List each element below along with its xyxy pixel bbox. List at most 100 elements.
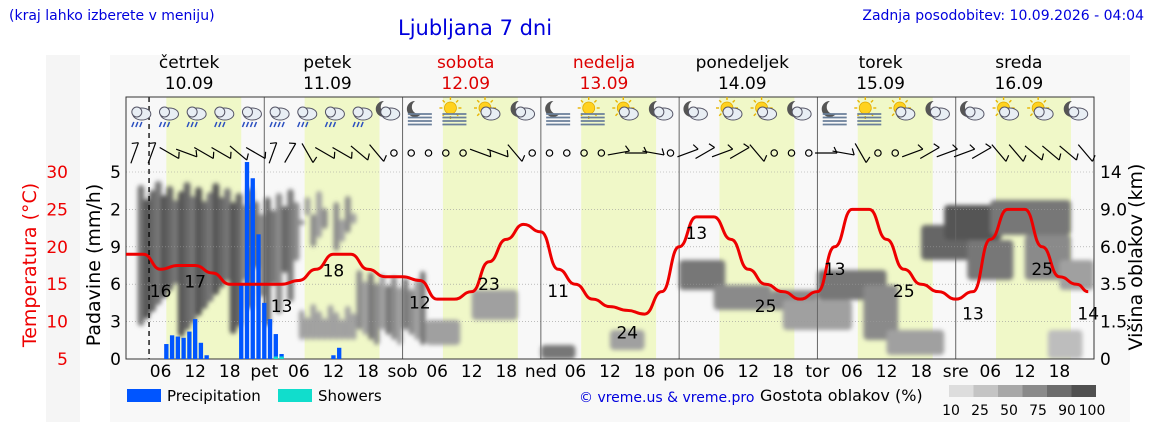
rain-cloud-icon <box>297 106 318 128</box>
wind-barb <box>832 148 855 156</box>
day-date: 14.09 <box>718 74 767 94</box>
rain-cloud-icon <box>158 106 179 128</box>
wind-barb <box>991 144 1010 162</box>
last-updated: Zadnja posodobitev: 10.09.2026 - 04:04 <box>862 8 1144 24</box>
hour-tick-label: 18 <box>495 362 517 382</box>
wind-barb <box>695 143 715 160</box>
sun-cloud-icon <box>750 97 778 121</box>
cloud-density-cell <box>298 220 305 225</box>
precipitation-bar <box>175 336 181 359</box>
density-swatch <box>949 385 974 397</box>
hour-tick-label: 06 <box>979 362 1001 382</box>
cloud-density-cell <box>350 313 357 340</box>
calm-wind-marker <box>459 149 467 157</box>
density-swatch <box>998 385 1023 397</box>
hour-tick-label: 06 <box>288 362 310 382</box>
sun-fog-icon <box>854 97 882 126</box>
day-abbreviation: ned <box>525 362 557 382</box>
wind-barb <box>607 145 630 156</box>
wind-barb <box>245 146 267 160</box>
cloud-density-cell <box>304 317 311 340</box>
rain-cloud-icon <box>186 106 207 128</box>
day-date: 12.09 <box>441 74 490 94</box>
calm-wind-marker <box>891 149 900 157</box>
wind-barb <box>971 143 992 160</box>
density-swatch <box>973 385 998 397</box>
cloud-density-cell <box>362 281 368 335</box>
wind-barb <box>729 143 750 160</box>
page-title: Ljubljana 7 dni <box>398 16 553 40</box>
cloud-density-legend-label: Gostota oblakov (%) <box>760 386 923 405</box>
wind-barb <box>130 142 139 164</box>
cloud-density-cell <box>160 195 168 298</box>
hour-tick-label: 06 <box>150 362 172 382</box>
cloud-density-cell <box>229 202 237 334</box>
precipitation-bar <box>181 337 186 359</box>
cloud-height-axis-label: Višina oblakov (km) <box>1125 164 1147 351</box>
cloud-density-cell <box>172 200 180 284</box>
temperature-label: 25 <box>1031 260 1053 280</box>
day-abbreviation: sre <box>943 362 969 382</box>
precipitation-tick-label: 5 <box>110 163 121 183</box>
cloud-density-cell <box>368 272 374 340</box>
temperature-tick-label: 15 <box>46 275 68 295</box>
day-abbreviation: pon <box>663 362 695 382</box>
cloud-density-cell <box>275 193 283 314</box>
calm-wind-marker <box>407 149 416 157</box>
temperature-label: 12 <box>409 293 431 313</box>
calm-wind-marker <box>545 149 554 157</box>
day-name: nedelja <box>573 53 635 73</box>
temperature-label: 13 <box>962 305 984 325</box>
cloud-density-cell <box>610 330 645 350</box>
cloud-density-cell <box>1047 330 1083 359</box>
cloud-density-cell <box>218 197 226 288</box>
moon-cloud-icon <box>925 100 950 121</box>
precipitation-axis-label: Padavine (mm/h) <box>83 184 105 347</box>
hour-tick-label: 18 <box>357 362 379 382</box>
sun-cloud-icon <box>888 97 916 121</box>
cloud-density-cell <box>200 201 208 309</box>
temperature-label: 14 <box>1077 305 1099 325</box>
wind-barb <box>314 146 336 160</box>
density-level-label: 90 <box>1058 403 1076 419</box>
calm-wind-marker <box>441 149 450 157</box>
precipitation-bar <box>267 319 273 359</box>
precipitation-tick-label: 2 <box>110 200 121 220</box>
temperature-label: 17 <box>184 273 206 293</box>
sun-cloud-icon <box>716 97 743 121</box>
showers-legend-label: Showers <box>318 387 382 405</box>
rain-cloud-icon <box>214 106 235 128</box>
calm-wind-marker <box>666 149 675 157</box>
temperature-label: 16 <box>150 282 172 302</box>
cloud-density-cell <box>391 276 397 340</box>
density-level-label: 100 <box>1079 403 1106 419</box>
hour-tick-label: 18 <box>910 362 932 382</box>
density-swatch <box>1022 385 1047 397</box>
wind-barb <box>211 146 232 160</box>
moon-fog-icon <box>406 100 432 126</box>
sun-cloud-icon <box>612 97 639 121</box>
hour-tick-label: 12 <box>876 362 898 382</box>
wind-barb <box>711 144 734 158</box>
copyright: © vreme.us & vreme.pro <box>579 390 754 406</box>
moon-cloud-icon <box>960 100 985 121</box>
temperature-label: 13 <box>271 297 293 317</box>
density-level-label: 75 <box>1029 403 1047 419</box>
cloud-density-cell <box>344 196 351 233</box>
moon-cloud-icon <box>1063 100 1089 121</box>
sun-cloud-icon <box>992 97 1020 121</box>
showers-bar <box>279 356 284 359</box>
moon-cloud-icon <box>683 100 708 121</box>
density-level-label: 10 <box>942 403 960 419</box>
cloud-height-tick-label: 1.5 <box>1100 313 1127 333</box>
wind-barb <box>229 145 249 161</box>
cloud-density-cell <box>189 196 197 323</box>
day-name: sobota <box>437 53 495 73</box>
cloud-density-cell <box>419 271 426 345</box>
cloud-density-cell <box>385 285 392 335</box>
wind-barb <box>1077 144 1096 162</box>
wind-barb <box>901 144 924 158</box>
cloud-density-cell <box>195 187 203 316</box>
day-date: 11.09 <box>303 74 352 94</box>
